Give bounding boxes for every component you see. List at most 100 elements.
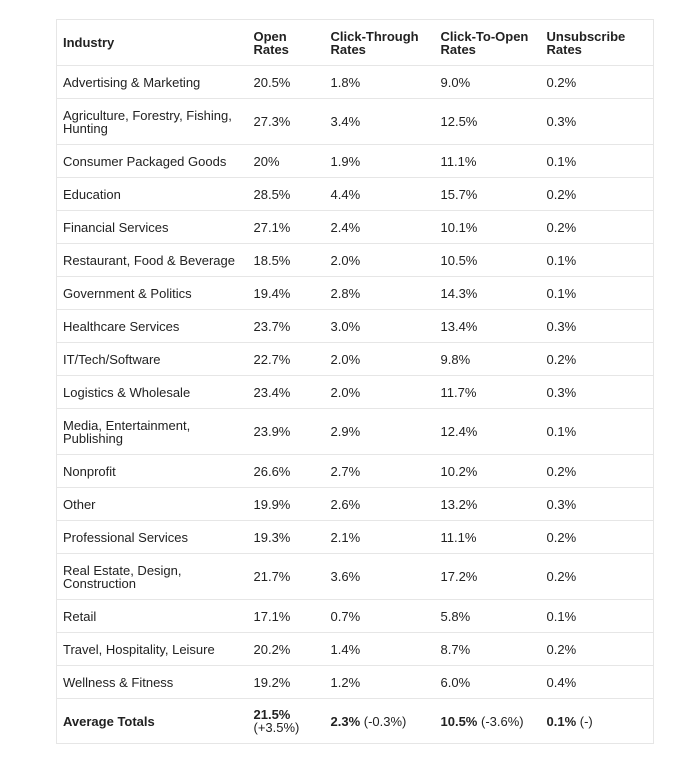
table-row: Healthcare Services 23.7% 3.0% 13.4% 0.3% (56, 309, 654, 343)
rate-cell: 19.9% (247, 487, 325, 521)
industry-cell: Nonprofit (56, 454, 248, 488)
rate-cell: 19.2% (247, 665, 325, 699)
rate-cell: 3.6% (324, 553, 435, 600)
header-cell: Open Rates (247, 19, 325, 66)
table-row: Advertising & Marketing 20.5% 1.8% 9.0% 0.2% (56, 65, 654, 99)
totals-cell: 0.1% (-) (540, 698, 654, 744)
industry-cell: Consumer Packaged Goods (56, 144, 248, 178)
rate-cell: 22.7% (247, 342, 325, 376)
rate-cell: 3.0% (324, 309, 435, 343)
table-row: IT/Tech/Software 22.7% 2.0% 9.8% 0.2% (56, 342, 654, 376)
rate-cell: 20% (247, 144, 325, 178)
rate-cell: 5.8% (434, 599, 541, 633)
totals-cell: 2.3% (-0.3%) (324, 698, 435, 744)
rate-cell: 0.3% (540, 375, 654, 409)
industry-cell: Professional Services (56, 520, 248, 554)
table-row: Consumer Packaged Goods 20% 1.9% 11.1% 0.1% (56, 144, 654, 178)
rate-cell: 0.1% (540, 276, 654, 310)
rate-cell: 0.7% (324, 599, 435, 633)
table-row: Agriculture, Forestry, Fishing, Hunting 2… (56, 98, 654, 145)
industry-cell: Logistics & Wholesale (56, 375, 248, 409)
total-value: 2.3% (330, 713, 361, 729)
rate-cell: 0.2% (540, 553, 654, 600)
total-value: 21.5% (253, 707, 291, 722)
total-change: (-0.3%) (363, 713, 407, 729)
rate-cell: 6.0% (434, 665, 541, 699)
table-header: Industry Open Rates Click-Through Rates Cli… (56, 19, 654, 66)
rate-cell: 27.3% (247, 98, 325, 145)
industry-cell: Healthcare Services (56, 309, 248, 343)
rate-cell: 0.4% (540, 665, 654, 699)
rate-cell: 11.1% (434, 144, 541, 178)
rate-cell: 20.5% (247, 65, 325, 99)
table-row: Real Estate, Design, Construction 21.7% 3.… (56, 553, 654, 600)
rate-cell: 0.2% (540, 342, 654, 376)
rate-cell: 2.0% (324, 375, 435, 409)
total-change: (-3.6%) (481, 713, 524, 729)
industry-cell: Government & Politics (56, 276, 248, 310)
rate-cell: 4.4% (324, 177, 435, 211)
table-row: Professional Services 19.3% 2.1% 11.1% 0.2% (56, 520, 654, 554)
total-value: 0.1% (546, 713, 577, 729)
rate-cell: 2.0% (324, 342, 435, 376)
rate-cell: 11.7% (434, 375, 541, 409)
table-body: Advertising & Marketing 20.5% 1.8% 9.0% 0.2%… (56, 65, 654, 744)
table-row: Media, Entertainment, Publishing 23.9% 2.9… (56, 408, 654, 455)
table-row: Nonprofit 26.6% 2.7% 10.2% 0.2% (56, 454, 654, 488)
rate-cell: 3.4% (324, 98, 435, 145)
rate-cell: 10.1% (434, 210, 541, 244)
rate-cell: 9.0% (434, 65, 541, 99)
rate-cell: 0.1% (540, 408, 654, 455)
email-benchmarks-table: Industry Open Rates Click-Through Rates Cli… (56, 19, 654, 744)
rate-cell: 27.1% (247, 210, 325, 244)
rate-cell: 2.9% (324, 408, 435, 455)
totals-cell: 10.5% (-3.6%) (434, 698, 541, 744)
rate-cell: 0.1% (540, 599, 654, 633)
rate-cell: 23.7% (247, 309, 325, 343)
table-row: Education 28.5% 4.4% 15.7% 0.2% (56, 177, 654, 211)
rate-cell: 2.7% (324, 454, 435, 488)
rate-cell: 2.4% (324, 210, 435, 244)
rate-cell: 13.4% (434, 309, 541, 343)
rate-cell: 12.5% (434, 98, 541, 145)
rate-cell: 0.2% (540, 632, 654, 666)
rate-cell: 18.5% (247, 243, 325, 277)
rate-cell: 10.5% (434, 243, 541, 277)
rate-cell: 14.3% (434, 276, 541, 310)
table-row: Financial Services 27.1% 2.4% 10.1% 0.2% (56, 210, 654, 244)
header-cell: Click-To-Open Rates (434, 19, 541, 66)
rate-cell: 28.5% (247, 177, 325, 211)
table-row: Government & Politics 19.4% 2.8% 14.3% 0.1% (56, 276, 654, 310)
rate-cell: 1.9% (324, 144, 435, 178)
rate-cell: 1.4% (324, 632, 435, 666)
rate-cell: 23.4% (247, 375, 325, 409)
industry-cell: Financial Services (56, 210, 248, 244)
rate-cell: 0.3% (540, 309, 654, 343)
rate-cell: 2.8% (324, 276, 435, 310)
industry-cell: Restaurant, Food & Beverage (56, 243, 248, 277)
rate-cell: 1.8% (324, 65, 435, 99)
rate-cell: 0.2% (540, 65, 654, 99)
industry-cell: IT/Tech/Software (56, 342, 248, 376)
rate-cell: 19.4% (247, 276, 325, 310)
rate-cell: 8.7% (434, 632, 541, 666)
rate-cell: 0.2% (540, 454, 654, 488)
rate-cell: 2.6% (324, 487, 435, 521)
industry-cell: Education (56, 177, 248, 211)
total-change: (+3.5%) (253, 720, 300, 735)
industry-cell: Travel, Hospitality, Leisure (56, 632, 248, 666)
rate-cell: 26.6% (247, 454, 325, 488)
rate-cell: 9.8% (434, 342, 541, 376)
header-cell: Unsubscribe Rates (540, 19, 654, 66)
rate-cell: 17.2% (434, 553, 541, 600)
totals-label-cell: Average Totals (56, 698, 248, 744)
industry-cell: Agriculture, Forestry, Fishing, Hunting (56, 98, 248, 145)
total-change: (-) (579, 713, 593, 729)
rate-cell: 17.1% (247, 599, 325, 633)
table-row: Wellness & Fitness 19.2% 1.2% 6.0% 0.4% (56, 665, 654, 699)
industry-cell: Real Estate, Design, Construction (56, 553, 248, 600)
rate-cell: 11.1% (434, 520, 541, 554)
rate-cell: 2.0% (324, 243, 435, 277)
header-row: Industry Open Rates Click-Through Rates Cli… (56, 19, 654, 66)
